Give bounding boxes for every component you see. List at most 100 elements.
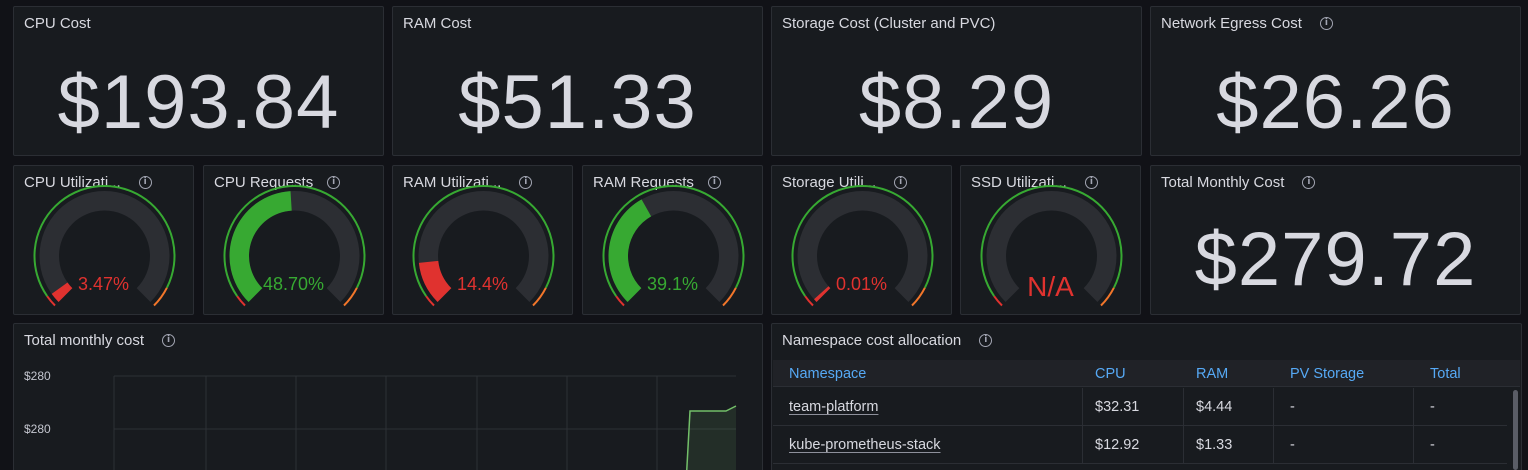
gauge-threshold-ring: [722, 287, 737, 307]
panel-title: Network Egress Cost i: [1161, 15, 1333, 32]
total-monthly-cost-value: $279.72: [1194, 217, 1477, 302]
gauge-value: N/A: [1027, 271, 1074, 302]
gauge-dial: [791, 185, 934, 307]
gauge-value-band: [814, 286, 831, 302]
storage-utilization-gauge-panel[interactable]: Storage Utili... i 0.01%: [771, 165, 952, 315]
gauge-value-band: [608, 199, 652, 302]
column-header-ram[interactable]: RAM: [1196, 366, 1229, 382]
panel-title-text: Namespace cost allocation: [782, 332, 962, 349]
info-icon[interactable]: i: [707, 176, 721, 189]
gauge-threshold-ring: [911, 287, 926, 307]
column-header-namespace[interactable]: Namespace: [789, 366, 867, 382]
table-row: kube-prometheus-stack $12.92 $1.33 - -: [773, 426, 1507, 464]
gauge-threshold-ring: [532, 287, 547, 307]
info-icon[interactable]: i: [1084, 176, 1098, 189]
info-icon[interactable]: i: [519, 176, 533, 189]
ssd-utilization-gauge-panel[interactable]: SSD Utilizati... i N/A: [960, 165, 1141, 315]
panel-title: Namespace cost allocation i: [782, 332, 993, 349]
gauge-value-band: [418, 260, 452, 302]
panel-title: CPU Cost: [24, 15, 91, 32]
gauge-track: [797, 191, 928, 302]
gauge-threshold-ring: [993, 295, 1003, 307]
column-divider: [1183, 388, 1184, 425]
panel-title: Total monthly cost i: [24, 332, 176, 349]
gauge-value: 0.01%: [835, 274, 888, 294]
column-divider: [1413, 388, 1414, 425]
storage-cost-panel[interactable]: Storage Cost (Cluster and PVC) $8.29: [771, 6, 1142, 156]
gauge-value: 14.4%: [456, 274, 509, 294]
panel-title: Storage Cost (Cluster and PVC): [782, 15, 996, 32]
namespace-cost-allocation-panel[interactable]: Namespace cost allocation i Namespace CP…: [771, 323, 1522, 470]
cpu-cell: $12.92: [1095, 437, 1140, 453]
table-scrollbar[interactable]: [1513, 390, 1518, 470]
panel-title-text: Network Egress Cost: [1161, 15, 1302, 32]
gauge-threshold-ring: [1100, 287, 1115, 307]
ram-cell: $4.44: [1196, 399, 1233, 415]
gauge-threshold-ring: [33, 185, 176, 297]
column-divider: [1082, 388, 1083, 425]
cpu-utilization-gauge-panel[interactable]: CPU Utilizati... i 3.47%: [13, 165, 194, 315]
network-egress-cost-panel[interactable]: Network Egress Cost i $26.26: [1150, 6, 1521, 156]
column-divider: [1273, 388, 1274, 425]
storage-cost-value: $8.29: [858, 60, 1055, 145]
info-icon[interactable]: i: [327, 176, 341, 189]
namespace-link[interactable]: team-platform: [789, 399, 879, 415]
gauge-threshold-ring: [223, 185, 366, 297]
gauge-threshold-ring: [602, 185, 745, 297]
gauge-track: [418, 191, 549, 302]
total-cell: -: [1430, 437, 1435, 453]
ram-requests-gauge-panel[interactable]: RAM Requests i 39.1%: [582, 165, 763, 315]
ram-cost-panel[interactable]: RAM Cost $51.33: [392, 6, 763, 156]
gauge-threshold-ring: [615, 295, 625, 307]
gauge-dial: [33, 185, 176, 307]
gauge-threshold-ring: [46, 295, 56, 307]
pv-storage-cell: -: [1290, 437, 1295, 453]
cpu-cell: $32.31: [1095, 399, 1140, 415]
gauge-dial: [602, 185, 745, 307]
column-header-total[interactable]: Total: [1430, 366, 1461, 382]
column-divider: [1082, 426, 1083, 463]
gauge-value: 39.1%: [646, 274, 699, 294]
gauge-threshold-ring: [153, 287, 168, 307]
y-tick-label: $280: [24, 422, 51, 436]
ram-utilization-gauge-panel[interactable]: RAM Utilizati... i 14.4%: [392, 165, 573, 315]
monthly-cost-chart[interactable]: $280 $280: [14, 324, 763, 470]
total-monthly-cost-chart-panel[interactable]: Total monthly cost i $280 $280: [13, 323, 763, 470]
column-divider: [1273, 426, 1274, 463]
panel-title: Total Monthly Cost i: [1161, 174, 1316, 191]
panel-title-text: Total Monthly Cost: [1161, 174, 1285, 191]
column-divider: [1183, 426, 1184, 463]
info-icon[interactable]: i: [138, 176, 152, 189]
total-monthly-cost-panel[interactable]: Total Monthly Cost i $279.72: [1150, 165, 1521, 315]
gauge-track: [39, 191, 170, 302]
column-header-pv-storage[interactable]: PV Storage: [1290, 366, 1365, 382]
gauge-threshold-ring: [343, 287, 358, 307]
gauge-threshold-ring: [236, 295, 246, 307]
panel-title-text: Total monthly cost: [24, 332, 145, 349]
network-egress-cost-value: $26.26: [1216, 60, 1455, 145]
info-icon[interactable]: i: [1302, 176, 1316, 189]
info-icon[interactable]: i: [1319, 17, 1333, 30]
gauge-threshold-ring: [804, 295, 814, 307]
cpu-cost-value: $193.84: [57, 60, 340, 145]
series-area: [686, 406, 736, 470]
table-header: Namespace CPU RAM PV Storage Total: [773, 360, 1520, 387]
info-icon[interactable]: i: [162, 334, 176, 347]
info-icon[interactable]: i: [979, 334, 993, 347]
info-icon[interactable]: i: [894, 176, 908, 189]
gauge-threshold-ring: [412, 185, 555, 297]
pv-storage-cell: -: [1290, 399, 1295, 415]
column-header-cpu[interactable]: CPU: [1095, 366, 1126, 382]
namespace-link[interactable]: kube-prometheus-stack: [789, 437, 941, 453]
table-row: team-platform $32.31 $4.44 - -: [773, 388, 1507, 426]
gauge-threshold-ring: [980, 185, 1123, 297]
gauge-dial: [980, 185, 1123, 307]
gauge-dial: [223, 185, 366, 307]
cpu-requests-gauge-panel[interactable]: CPU Requests i 48.70%: [203, 165, 384, 315]
panel-title: RAM Cost: [403, 15, 472, 32]
gauge-threshold-ring: [425, 295, 435, 307]
column-divider: [1413, 426, 1414, 463]
ram-cell: $1.33: [1196, 437, 1233, 453]
series-line: [686, 405, 737, 470]
cpu-cost-panel[interactable]: CPU Cost $193.84: [13, 6, 384, 156]
